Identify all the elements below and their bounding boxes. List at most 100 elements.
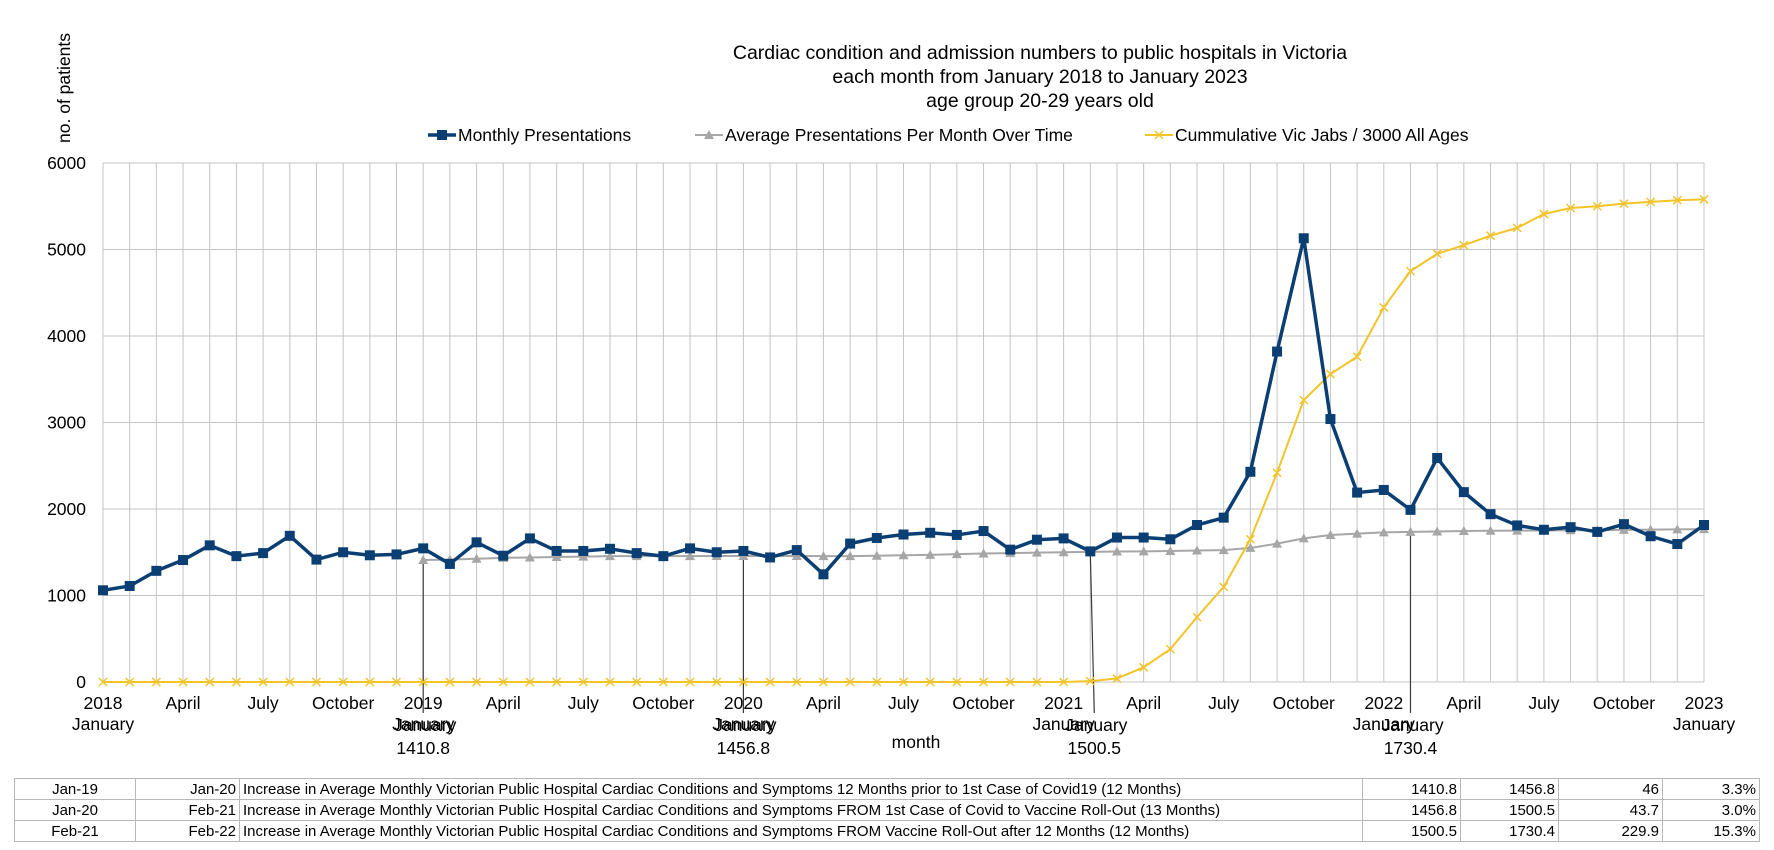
data-point	[1165, 534, 1176, 545]
data-point	[685, 677, 695, 687]
y-tick-label: 1000	[47, 586, 86, 606]
data-point	[1218, 545, 1229, 555]
table-cell: 46	[1558, 778, 1663, 800]
x-tick-label: 2023	[1685, 693, 1724, 713]
y-axis-ticks: 0 1000 2000 3000 4000 5000 6000	[47, 153, 86, 692]
data-point	[284, 530, 295, 541]
data-point	[1085, 676, 1095, 686]
data-point	[1192, 520, 1203, 531]
data-point	[338, 677, 348, 687]
legend-item: Cummulative Vic Jabs / 3000 All Ages	[1145, 125, 1469, 145]
data-point	[1031, 534, 1042, 545]
table-cell: Feb-21	[14, 820, 136, 842]
data-point	[1058, 547, 1069, 557]
annotation-label: 1730.4	[1384, 738, 1438, 758]
data-point	[364, 550, 375, 561]
table-cell: Increase in Average Monthly Victorian Pu…	[239, 799, 1363, 821]
data-point	[1432, 526, 1443, 536]
data-point	[437, 130, 447, 140]
data-point	[871, 532, 882, 543]
chart-title-line: Cardiac condition and admission numbers …	[733, 42, 1347, 64]
data-point	[1218, 512, 1229, 523]
table-row: Jan-20 Feb-21 Increase in Average Monthly …	[14, 799, 1760, 821]
data-point	[1672, 539, 1683, 550]
legend: Monthly Presentations Average Presentatio…	[428, 125, 1469, 145]
table-cell: Increase in Average Monthly Victorian Pu…	[239, 820, 1363, 842]
y-tick-label: 2000	[47, 499, 86, 519]
data-point	[765, 552, 776, 563]
data-point	[1112, 674, 1122, 684]
data-point	[285, 677, 295, 687]
x-tick-label: July	[568, 693, 599, 713]
data-point	[1512, 223, 1522, 233]
data-point	[524, 533, 535, 544]
data-point	[1352, 487, 1363, 498]
data-point	[872, 677, 882, 687]
data-point	[925, 677, 935, 687]
data-point	[1379, 302, 1389, 312]
table-cell: 3.3%	[1662, 778, 1760, 800]
data-point	[258, 548, 269, 559]
y-tick-label: 0	[76, 672, 86, 692]
annotation-month: January	[1065, 715, 1128, 735]
x-tick-label: 2018	[84, 693, 123, 713]
y-axis-label: no. of patients	[54, 33, 74, 143]
legend-label: Cummulative Vic Jabs / 3000 All Ages	[1175, 125, 1469, 145]
data-point	[125, 677, 135, 687]
data-point	[418, 677, 428, 687]
x-tick-label: October	[1593, 693, 1655, 713]
data-point	[979, 677, 989, 687]
data-point	[951, 529, 962, 540]
x-tick-label-sub: January	[392, 714, 455, 734]
data-point	[1405, 504, 1416, 515]
data-point	[1245, 534, 1255, 544]
data-point	[898, 677, 909, 687]
data-point	[578, 545, 589, 556]
data-point	[552, 677, 562, 687]
x-tick-label-sub: January	[1353, 714, 1416, 734]
data-point	[1378, 484, 1389, 495]
x-tick-label: October	[312, 693, 374, 713]
data-point	[711, 547, 722, 558]
data-point	[1618, 524, 1629, 534]
data-point	[1645, 531, 1656, 542]
annotation-month: January	[1381, 715, 1444, 735]
data-point	[178, 555, 189, 566]
x-tick-label: April	[806, 693, 841, 713]
data-point	[151, 677, 161, 687]
data-point	[311, 554, 322, 565]
data-point	[1298, 233, 1309, 244]
data-point	[1272, 468, 1282, 478]
data-point	[952, 677, 962, 687]
data-point	[685, 551, 696, 561]
table-cell: 15.3%	[1662, 820, 1760, 842]
data-point	[1298, 533, 1309, 543]
data-point	[1592, 526, 1603, 537]
data-point	[1485, 231, 1496, 241]
data-point	[1646, 197, 1656, 207]
data-point	[258, 677, 268, 687]
data-point	[1485, 525, 1496, 535]
data-point	[525, 677, 535, 687]
data-point	[1165, 545, 1176, 555]
data-point	[738, 677, 748, 687]
data-point	[1352, 352, 1362, 362]
data-point	[578, 677, 588, 687]
data-point	[845, 538, 856, 549]
series	[98, 194, 1709, 687]
data-point	[738, 545, 749, 556]
chart-title-line: age group 20-29 years old	[926, 90, 1154, 112]
data-point	[498, 550, 509, 561]
data-point	[1566, 203, 1576, 213]
data-point	[1032, 677, 1042, 687]
data-point	[98, 585, 108, 596]
data-point	[1192, 545, 1203, 555]
data-point	[1378, 527, 1389, 537]
data-point	[231, 551, 242, 562]
data-point	[1699, 520, 1709, 531]
data-point	[1245, 542, 1256, 552]
table-cell: 43.7	[1558, 799, 1663, 821]
series-2	[98, 194, 1709, 687]
data-point	[1138, 532, 1149, 543]
data-point	[898, 529, 909, 540]
